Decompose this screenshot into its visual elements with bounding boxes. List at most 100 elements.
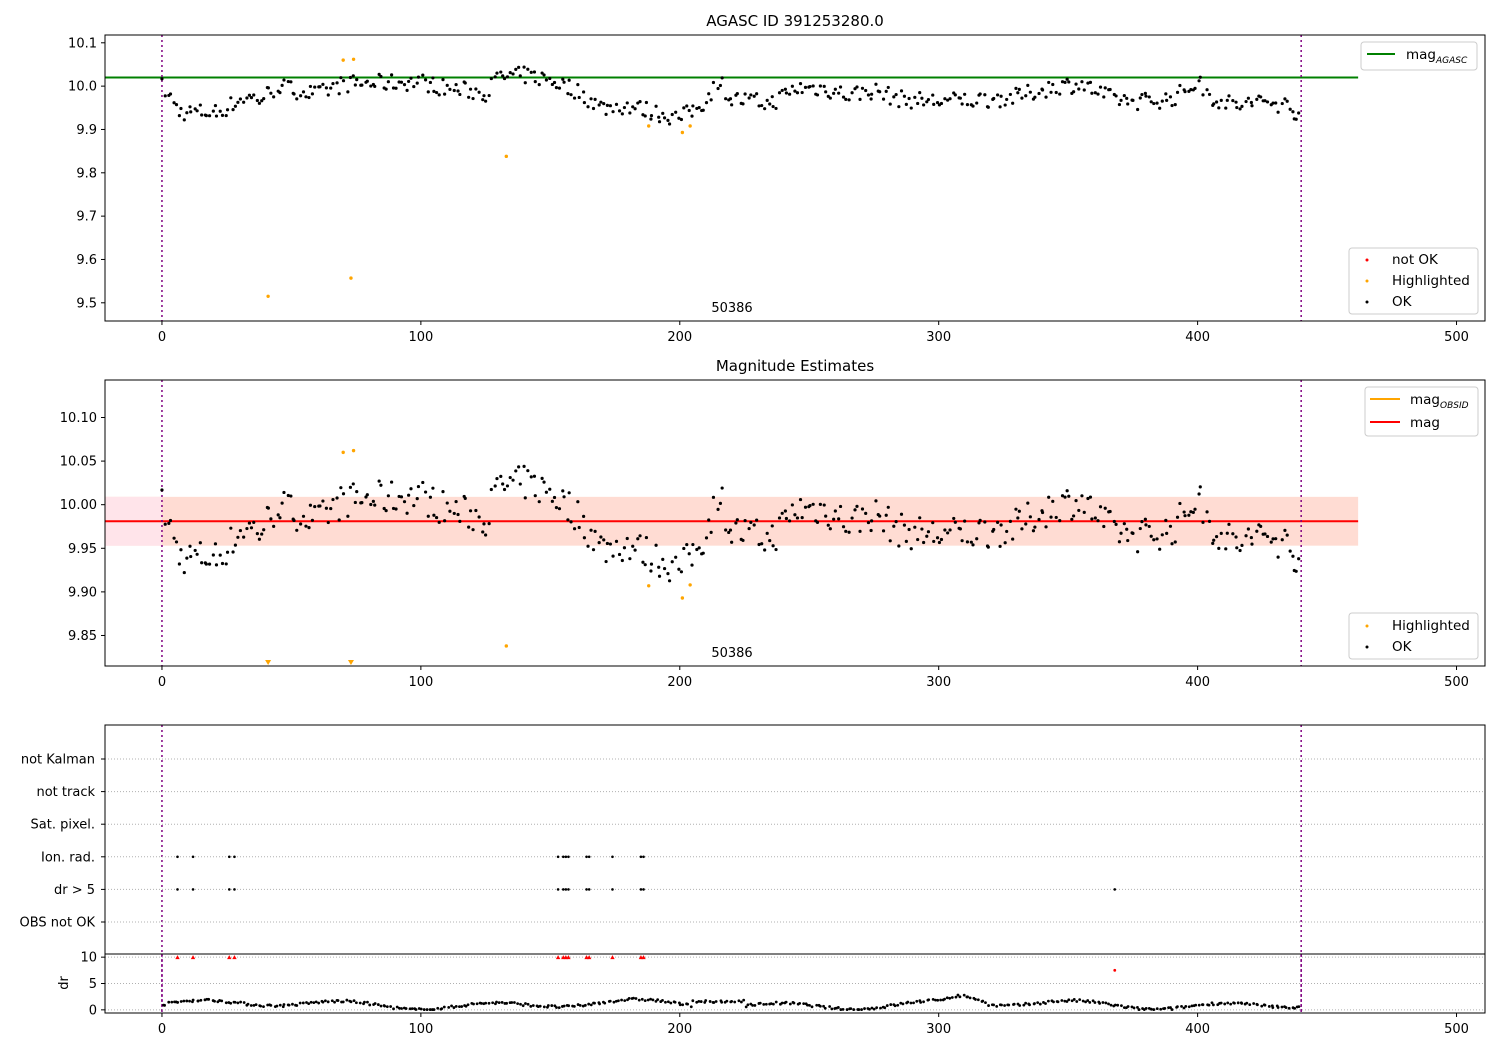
ok-point [749,520,753,524]
ok-point [1280,538,1284,542]
ok-point [902,94,907,98]
ok-point [257,101,262,105]
dr-point [1184,1004,1188,1008]
dr-point [1297,1005,1301,1009]
ok-point [826,523,830,527]
ok-point [474,508,478,513]
ok-point [1112,519,1116,524]
ok-point [346,514,350,518]
ok-point [502,487,507,492]
ok-point [211,109,215,113]
ok-point [617,109,622,113]
agasc-legend-label-highlighted: Highlighted [1392,273,1470,289]
ok-point [1219,531,1223,535]
ok-point [1117,102,1122,107]
ok-point [1255,529,1259,533]
ok-point [266,86,270,90]
magnitude-panel-title: Magnitude Estimates [716,357,874,375]
ok-point [321,82,325,86]
dr-point [199,998,203,1002]
ok-point [1149,534,1153,538]
magnitude-legend-obsid-label: magOBSID [1410,392,1469,411]
ok-point [566,518,570,522]
ok-point [1189,88,1193,92]
ok-point [894,520,898,524]
ok-point [252,520,256,525]
ok-point [1158,106,1162,110]
ok-point [313,504,317,509]
ok-point [1155,101,1159,105]
ok-point [576,83,580,87]
ok-point [926,97,931,102]
dr-point [397,1006,401,1010]
ok-point [434,515,439,520]
ok-point [452,88,456,93]
ok-point [932,102,936,106]
ok-point [1191,510,1195,514]
ok-point [1152,101,1156,106]
ok-point [471,96,475,101]
ok-point [160,77,164,81]
ok-point [1283,97,1287,101]
dr-point [1194,1003,1198,1007]
dr-point [1260,1004,1264,1008]
dr-point [620,998,623,1002]
dr-point [845,1008,849,1011]
dr-point [505,1001,509,1005]
ok-point [489,487,493,492]
ok-point [1054,515,1058,520]
ok-point [1028,90,1032,94]
ok-point [654,543,658,547]
dr-point [927,998,931,1002]
dr-point [1086,999,1090,1002]
ok-point [800,516,804,520]
ok-point [1122,93,1126,98]
magnitude-legend-marker-ok [1365,645,1369,649]
ok-point [397,494,401,499]
ok-point [886,85,890,90]
ok-point [657,115,661,119]
highlighted-point [351,448,356,453]
ok-point [1131,531,1135,536]
ok-point [467,95,471,99]
ok-point [711,495,716,499]
ok-point [445,83,449,87]
ok-point [257,537,262,541]
ok-point [741,538,745,543]
ok-point [1231,532,1235,536]
flag-label: Ion. rad. [41,850,95,865]
ok-point [468,509,473,513]
ok-point [811,84,815,88]
ok-point [1244,534,1248,538]
dr-point [1280,1005,1284,1009]
ok-point [249,96,254,100]
dr-clipped-marker [232,955,237,960]
agasc-legend-marker-notok [1365,258,1369,262]
ok-point [1178,83,1182,88]
ok-point [899,512,904,516]
ok-point [415,497,419,501]
ok-point [1297,557,1301,561]
x-tick-label: 100 [408,675,433,690]
ok-point [189,110,193,114]
flag-point [611,888,614,891]
dr-point [249,1004,253,1007]
ok-point [489,76,493,81]
ok-point [662,566,667,571]
ok-point [1126,538,1130,543]
dr-point [312,1001,316,1005]
ok-point [667,579,672,583]
ok-point [1136,107,1140,112]
ok-point [441,78,445,82]
ok-point [569,93,573,97]
ok-point [902,523,907,527]
ok-point [897,105,901,109]
ok-point [318,504,322,508]
dr-point [1223,1002,1227,1006]
ok-point [1158,547,1162,551]
dr-point [691,999,695,1003]
ok-point [1011,537,1015,541]
ok-point [1098,85,1103,89]
dr-point [307,1002,311,1006]
